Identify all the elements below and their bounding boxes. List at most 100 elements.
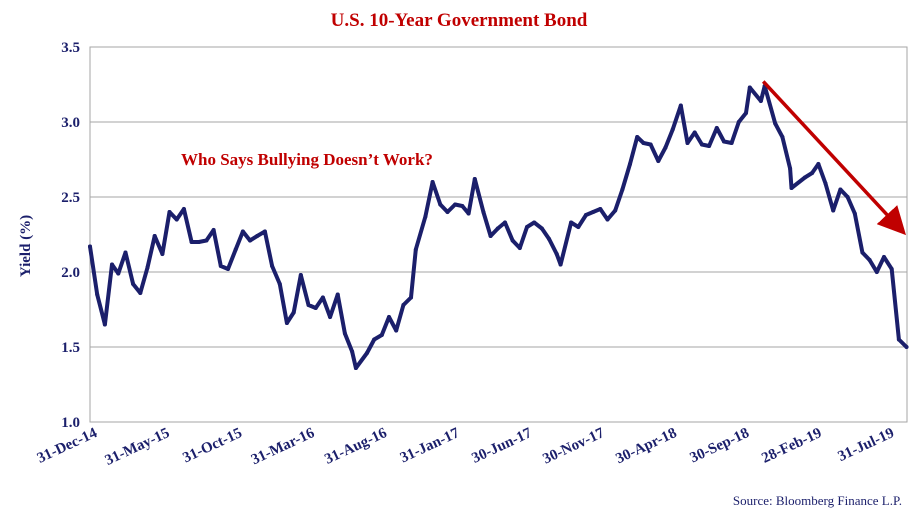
data-point (539, 226, 544, 231)
data-point (291, 310, 296, 315)
x-tick-label: 31-Aug-16 (322, 425, 390, 468)
data-point (747, 85, 752, 90)
data-point (721, 139, 726, 144)
data-point (445, 210, 450, 214)
data-point (831, 208, 836, 213)
data-point (460, 204, 465, 208)
data-point (277, 282, 282, 286)
data-point (88, 244, 92, 249)
data-point (320, 295, 325, 300)
x-axis-tick-labels: 31-Dec-14 31-May-15 31-Oct-15 31-Mar-16 31-A… (35, 425, 897, 469)
data-point (656, 159, 661, 163)
data-point (189, 240, 194, 244)
data-point (240, 229, 245, 234)
y-axis-tick-labels: 1.0 1.5 2.0 2.5 3.0 3.5 (61, 40, 80, 431)
data-point (678, 103, 683, 108)
data-point (874, 270, 879, 274)
data-point (350, 349, 355, 354)
data-point (167, 210, 172, 214)
data-point (488, 234, 493, 238)
data-point (648, 142, 653, 147)
data-point (663, 145, 668, 150)
data-point (788, 166, 793, 171)
data-point (110, 262, 115, 267)
data-point (270, 264, 275, 268)
data-point (845, 195, 850, 199)
data-point (502, 220, 507, 225)
data-point (569, 220, 574, 225)
x-tick-label: 31-May-15 (103, 425, 172, 469)
data-point (838, 187, 843, 192)
data-point (364, 351, 369, 355)
data-point (102, 322, 107, 327)
y-tick-label: 3.0 (61, 115, 80, 131)
data-point (517, 246, 522, 250)
data-point (413, 247, 418, 252)
data-point (591, 210, 596, 214)
data-point (554, 252, 559, 256)
data-point (313, 306, 318, 310)
data-point (152, 234, 157, 238)
data-point (620, 187, 625, 192)
data-point (453, 202, 458, 207)
data-point (699, 142, 704, 147)
data-point (780, 135, 785, 139)
data-point (306, 303, 311, 307)
data-point (692, 130, 697, 135)
x-tick-label: 28-Feb-19 (759, 425, 824, 467)
data-point (904, 345, 909, 349)
data-point (547, 237, 552, 241)
source-note: Source: Bloomberg Finance L.P. (733, 493, 902, 508)
data-point (342, 331, 347, 336)
data-point (852, 211, 857, 216)
data-point (160, 252, 165, 256)
data-point (298, 273, 303, 277)
data-point (430, 180, 435, 184)
y-tick-label: 1.5 (61, 340, 80, 356)
data-point (401, 303, 406, 307)
data-point (881, 255, 886, 259)
data-point (466, 211, 471, 216)
x-tick-label: 31-Jan-17 (398, 425, 463, 466)
data-point (736, 120, 741, 124)
data-point (438, 202, 443, 207)
data-point (525, 225, 530, 229)
y-tick-label: 2.5 (61, 190, 80, 206)
data-point (174, 217, 179, 222)
data-point (394, 328, 399, 333)
y-tick-label: 3.5 (61, 40, 80, 56)
data-point (472, 177, 477, 181)
plot-area-frame (89, 46, 908, 423)
data-point (889, 267, 894, 271)
data-point (729, 141, 734, 145)
data-point (896, 337, 901, 342)
data-point (335, 292, 340, 297)
data-point (116, 271, 121, 276)
data-point (510, 238, 515, 243)
x-tick-label: 31-Jul-19 (836, 425, 897, 465)
data-point (226, 267, 231, 271)
data-point (532, 220, 537, 225)
y-axis-label: Yield (%) (18, 215, 34, 277)
data-point (598, 207, 603, 211)
data-point (262, 229, 267, 234)
data-point (714, 126, 719, 130)
data-point (204, 238, 209, 243)
data-point (255, 234, 260, 238)
x-tick-label: 31-Mar-16 (249, 425, 318, 468)
data-point (867, 258, 872, 262)
data-point (248, 238, 253, 243)
data-point (743, 111, 748, 115)
data-point (95, 292, 100, 297)
data-point (802, 175, 807, 180)
data-point (641, 141, 646, 145)
data-point (138, 291, 143, 295)
data-point (816, 162, 821, 166)
data-point (131, 282, 136, 286)
y-tick-label: 1.0 (61, 415, 80, 431)
data-point (576, 225, 581, 229)
data-point (196, 240, 201, 244)
data-point (181, 207, 186, 211)
chart-title: U.S. 10-Year Government Bond (331, 10, 588, 31)
